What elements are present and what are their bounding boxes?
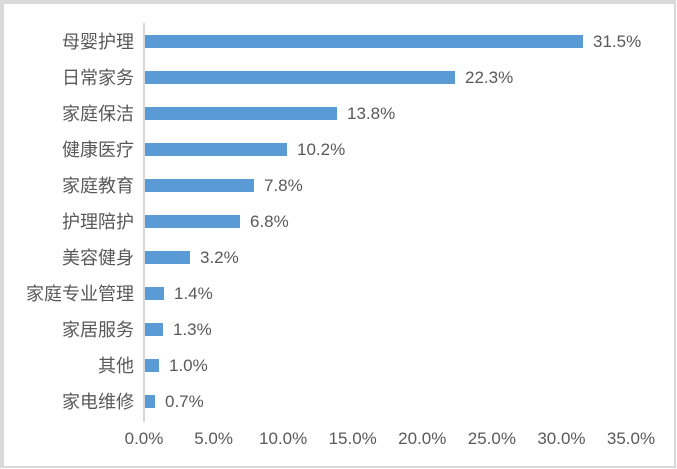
y-axis-line: [143, 23, 145, 422]
value-label: 3.2%: [200, 247, 239, 267]
bar: [145, 143, 287, 156]
value-label: 1.4%: [174, 283, 213, 303]
x-axis-tick-label: 20.0%: [398, 429, 447, 448]
category-label: 家庭保洁: [62, 103, 134, 124]
category-label: 家庭专业管理: [26, 283, 134, 304]
bar: [145, 287, 164, 300]
bar: [145, 215, 240, 228]
value-label: 22.3%: [465, 67, 514, 87]
x-axis-tick-label: 15.0%: [328, 429, 377, 448]
category-label: 美容健身: [62, 247, 134, 268]
value-label: 31.5%: [593, 31, 642, 51]
bar: [145, 251, 190, 264]
category-label: 家居服务: [62, 319, 134, 340]
value-label: 10.2%: [297, 139, 346, 159]
bar: [145, 71, 455, 84]
x-axis-tick-label: 10.0%: [259, 429, 308, 448]
value-label: 7.8%: [264, 175, 303, 195]
bar: [145, 323, 163, 336]
category-label: 护理陪护: [62, 211, 134, 232]
x-axis-tick-label: 0.0%: [124, 429, 164, 448]
value-label: 0.7%: [165, 391, 204, 411]
value-label: 6.8%: [250, 211, 289, 231]
x-axis-tick-label: 25.0%: [467, 429, 516, 448]
bar: [145, 107, 337, 120]
category-label: 家庭教育: [62, 175, 134, 196]
bar: [145, 395, 155, 408]
bar: [145, 35, 583, 48]
category-label: 健康医疗: [62, 139, 134, 160]
bar: [145, 359, 159, 372]
category-label: 其他: [98, 355, 134, 376]
category-label: 家电维修: [62, 391, 134, 412]
x-axis-tick-label: 30.0%: [537, 429, 586, 448]
value-label: 1.3%: [173, 319, 212, 339]
value-label: 1.0%: [169, 355, 208, 375]
category-label: 母婴护理: [62, 31, 134, 52]
x-axis-tick-label: 35.0%: [606, 429, 656, 448]
value-label: 13.8%: [347, 103, 396, 123]
bar: [145, 179, 254, 192]
category-label: 日常家务: [62, 67, 134, 88]
x-axis-tick-label: 5.0%: [194, 429, 233, 448]
